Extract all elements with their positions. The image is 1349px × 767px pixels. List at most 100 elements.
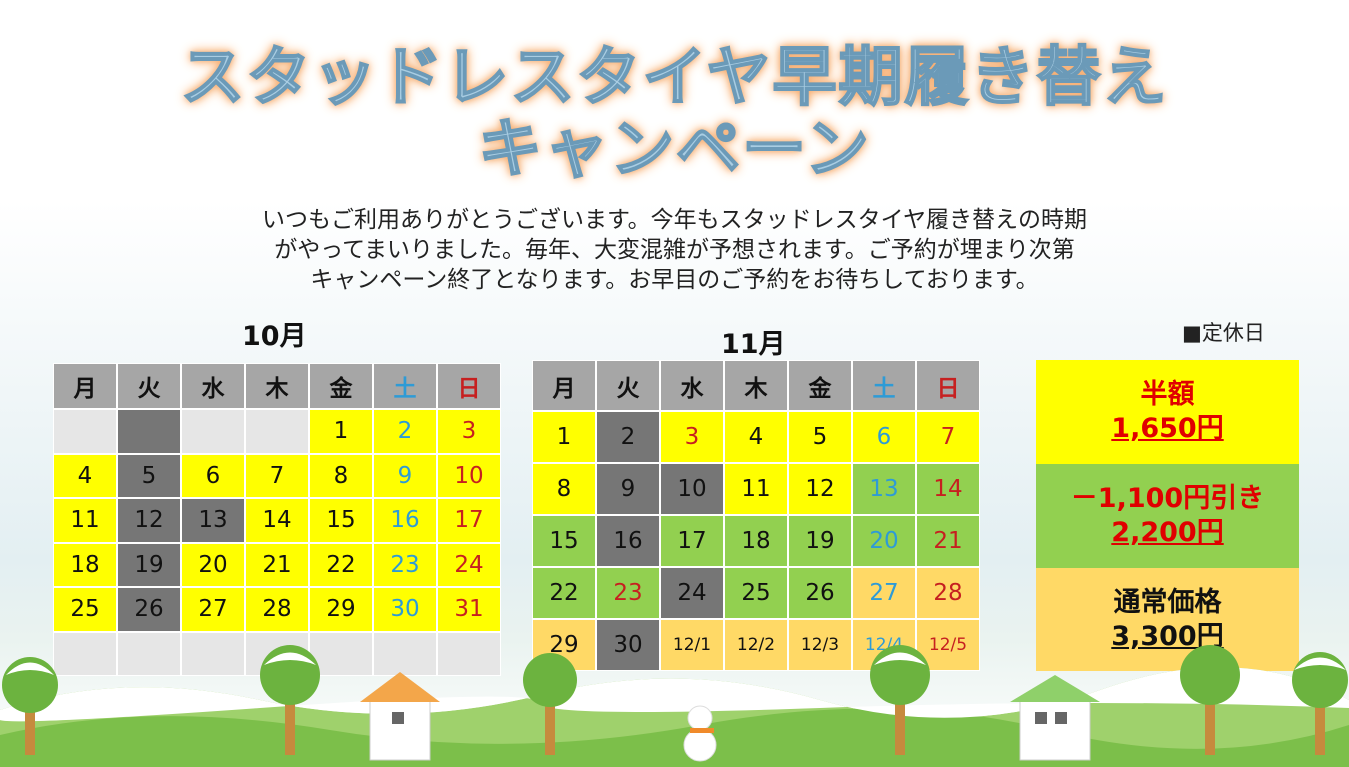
calendar-day: 20: [181, 542, 245, 587]
calendar-day: [181, 409, 245, 454]
calendar-day: 2: [596, 411, 660, 463]
weekday-header: 金: [309, 363, 373, 409]
calendar-day: 19: [788, 515, 852, 567]
calendar-day: 11: [724, 463, 788, 515]
calendar-day: 15: [532, 515, 596, 567]
calendar-day: 12: [788, 463, 852, 515]
calendar-day: 10: [660, 463, 724, 515]
calendar-day: 12/1: [660, 619, 724, 671]
calendar-day: 17: [660, 515, 724, 567]
calendar-day: 23: [596, 567, 660, 619]
tree-icon: [1180, 645, 1240, 755]
weekday-header: 水: [660, 360, 724, 411]
price-table: 半額 1,650円 －1,100円引き 2,200円 通常価格 3,300円: [1036, 360, 1299, 671]
calendar-day: 28: [245, 587, 309, 632]
calendar-day: 6: [852, 411, 916, 463]
october-title: 10月: [242, 321, 307, 352]
tree-icon: [2, 657, 58, 755]
calendar-day: 4: [53, 453, 117, 498]
calendar-day: 28: [916, 567, 980, 619]
calendar-day: 29: [309, 587, 373, 632]
calendar-day: 3: [437, 409, 501, 454]
calendar-day: 11: [53, 498, 117, 543]
calendar-day: 14: [916, 463, 980, 515]
tree-icon: [870, 645, 930, 755]
calendar-day: 9: [373, 453, 437, 498]
calendar-day: 14: [245, 498, 309, 543]
calendar-day: 12/2: [724, 619, 788, 671]
snowman-icon: [683, 705, 717, 762]
weekday-header: 水: [181, 363, 245, 409]
discount-price-box: －1,100円引き 2,200円: [1036, 464, 1299, 568]
half-price-value: 1,650円: [1111, 413, 1224, 444]
calendar-day: 21: [916, 515, 980, 567]
calendar-day: 23: [373, 542, 437, 587]
calendar-day: 16: [373, 498, 437, 543]
weekday-header: 火: [117, 363, 181, 409]
calendar-day: 9: [596, 463, 660, 515]
weekday-header: 日: [437, 363, 501, 409]
calendar-day: [181, 631, 245, 676]
calendar-day: [245, 409, 309, 454]
calendar-day: 25: [724, 567, 788, 619]
calendar-day: [117, 409, 181, 454]
calendar-day: 22: [532, 567, 596, 619]
calendar-day: 8: [309, 453, 373, 498]
calendar-day: 22: [309, 542, 373, 587]
november-calendar: 月火水木金土日 1 2 3 4 5 6 7 8 9 10 11 12 13 14 15 16 17 18 19 20 21…: [532, 360, 980, 671]
calendar-day: 15: [309, 498, 373, 543]
house-icon: [360, 672, 440, 761]
weekday-header: 火: [596, 360, 660, 411]
calendar-day: 26: [788, 567, 852, 619]
campaign-title-line2: キャンペーン: [477, 112, 871, 188]
tree-icon: [523, 653, 577, 755]
calendar-day: 2: [373, 409, 437, 454]
calendar-day: [53, 409, 117, 454]
weekday-header: 木: [245, 363, 309, 409]
campaign-title-line1: スタッドレスタイヤ早期履き替え: [179, 40, 1169, 116]
calendar-day: 3: [660, 411, 724, 463]
november-title: 11月: [721, 329, 786, 360]
calendar-day: 12: [117, 498, 181, 543]
weekday-header: 土: [852, 360, 916, 411]
half-price-label: 半額: [1140, 379, 1195, 410]
weekday-header: 日: [916, 360, 980, 411]
half-price-box: 半額 1,650円: [1036, 360, 1299, 464]
intro-line: キャンペーン終了となります。お早目のご予約をお待ちしております。: [310, 267, 1039, 293]
intro-text: いつもご利用ありがとうございます。今年もスタッドレスタイヤ履き替えの時期 がやっ…: [0, 205, 1349, 295]
calendar-day: 5: [117, 453, 181, 498]
calendar-day: [117, 631, 181, 676]
calendar-day: [437, 631, 501, 676]
calendar-day: 26: [117, 587, 181, 632]
winter-landscape-illustration: [0, 645, 1349, 767]
calendar-day: 24: [660, 567, 724, 619]
calendar-day: 18: [53, 542, 117, 587]
calendar-day: 30: [373, 587, 437, 632]
calendar-day: 30: [596, 619, 660, 671]
calendar-day: 5: [788, 411, 852, 463]
house-icon: [1010, 675, 1100, 761]
weekday-header: 木: [724, 360, 788, 411]
calendar-day: [53, 631, 117, 676]
calendar-day: 12/3: [788, 619, 852, 671]
calendar-day: 17: [437, 498, 501, 543]
calendar-day: 7: [916, 411, 980, 463]
weekday-header: 金: [788, 360, 852, 411]
discount-price-label: －1,100円引き: [1070, 483, 1265, 514]
intro-line: いつもご利用ありがとうございます。今年もスタッドレスタイヤ履き替えの時期: [261, 207, 1087, 233]
calendar-day: 25: [53, 587, 117, 632]
calendar-day: 27: [852, 567, 916, 619]
weekday-header: 月: [53, 363, 117, 409]
intro-line: がやってまいりました。毎年、大変混雑が予想されます。ご予約が埋まり次第: [274, 237, 1075, 263]
calendar-day: 10: [437, 453, 501, 498]
calendar-day: 18: [724, 515, 788, 567]
weekday-header: 土: [373, 363, 437, 409]
calendar-day: 27: [181, 587, 245, 632]
calendar-day: 7: [245, 453, 309, 498]
october-calendar: 月火水木金土日 1 2 3 4 5 6 7 8 9 10 11 12 13 14 15 16 17 18 19 20 21…: [53, 363, 501, 676]
calendar-day: 8: [532, 463, 596, 515]
calendar-day: 31: [437, 587, 501, 632]
calendar-day: 24: [437, 542, 501, 587]
calendar-day: 20: [852, 515, 916, 567]
calendar-day: 16: [596, 515, 660, 567]
